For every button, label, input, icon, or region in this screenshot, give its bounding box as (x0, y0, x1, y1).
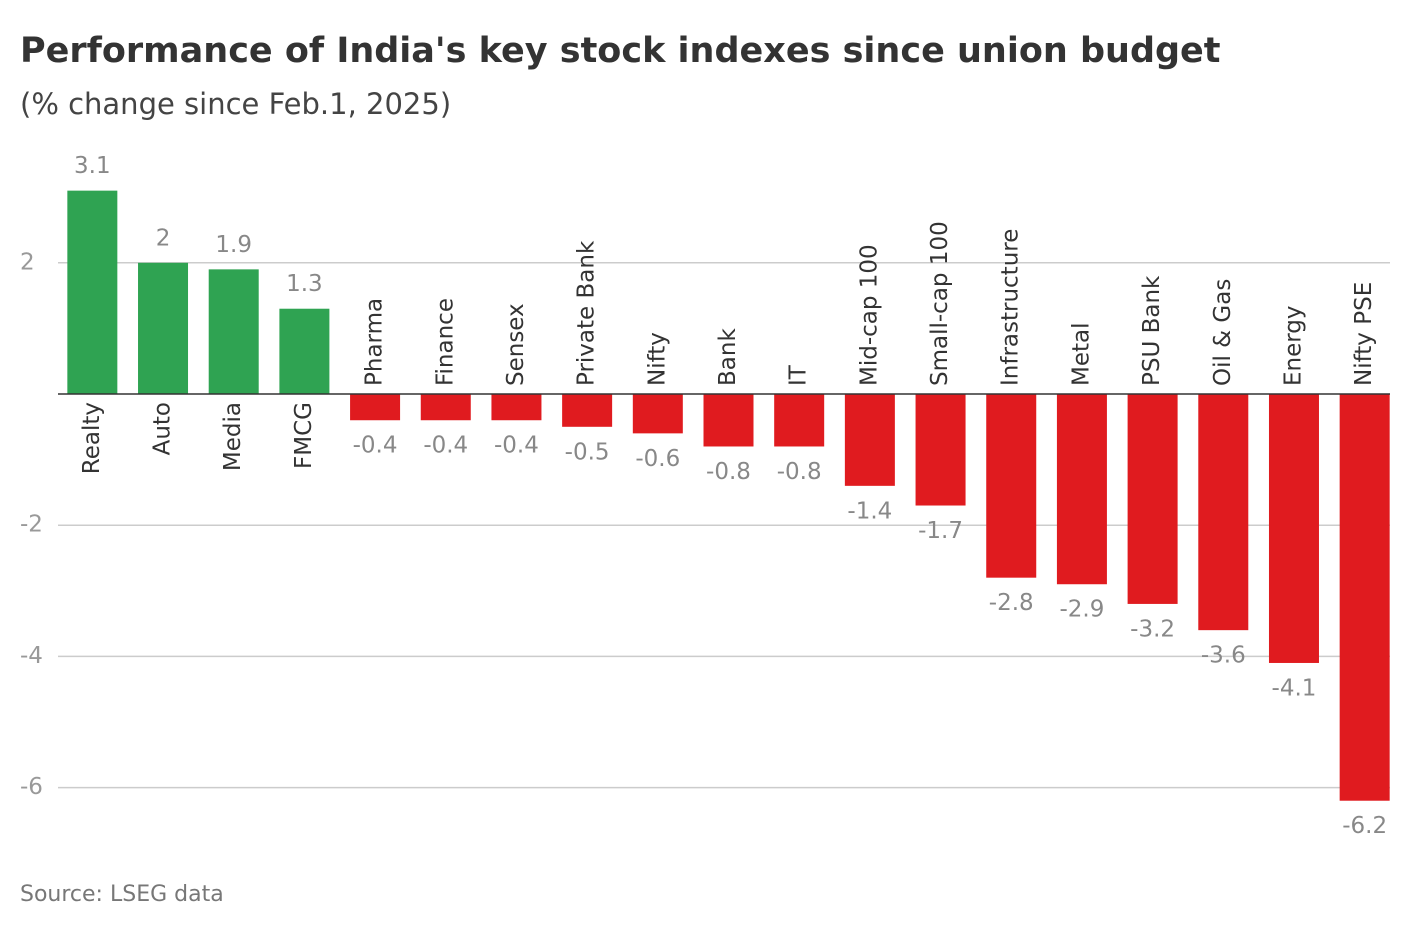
x-tick-label: IT (786, 364, 812, 386)
bar (67, 190, 118, 394)
bar (1056, 394, 1107, 585)
bar (1339, 394, 1390, 801)
bar (703, 394, 754, 447)
bar (279, 308, 330, 394)
bar (1198, 394, 1249, 631)
y-tick-label: -2 (20, 512, 43, 538)
bar (1127, 394, 1178, 604)
bar (632, 394, 683, 434)
x-tick-label: Private Bank (574, 240, 600, 386)
y-tick-label: 2 (20, 249, 35, 275)
x-tick-label: Realty (79, 402, 105, 474)
x-tick-label: Oil & Gas (1210, 279, 1236, 386)
x-tick-label: Auto (150, 402, 176, 455)
x-tick-label: Small-cap 100 (927, 221, 953, 386)
value-label: -4.1 (1272, 675, 1317, 701)
x-tick-label: PSU Bank (1139, 275, 1165, 386)
x-tick-label: FMCG (291, 402, 317, 469)
bar (844, 394, 895, 486)
x-tick-label: Media (220, 402, 246, 471)
x-tick-label: Sensex (503, 303, 529, 386)
x-tick-label: Bank (715, 328, 741, 386)
bar (986, 394, 1037, 578)
value-label: -0.4 (423, 433, 468, 459)
x-tick-label: Nifty PSE (1351, 282, 1377, 386)
value-label: -2.9 (1059, 597, 1104, 623)
bar (915, 394, 966, 506)
x-tick-label: Infrastructure (998, 229, 1024, 386)
value-label: -0.8 (706, 459, 751, 485)
value-label: -3.2 (1130, 616, 1175, 642)
value-label: 3.1 (74, 153, 111, 179)
value-label: -0.6 (635, 446, 680, 472)
x-tick-label: Pharma (362, 298, 388, 386)
value-label: 2 (156, 225, 171, 251)
value-label: -0.8 (777, 459, 822, 485)
value-label: -0.4 (353, 433, 398, 459)
x-tick-label: Energy (1280, 305, 1306, 386)
bar (208, 269, 259, 394)
y-tick-label: -4 (20, 643, 43, 669)
source-note: Source: LSEG data (20, 882, 224, 907)
bar (350, 394, 401, 421)
bar (420, 394, 471, 421)
bar (562, 394, 613, 427)
value-label: -1.7 (918, 518, 963, 544)
x-tick-label: Mid-cap 100 (856, 244, 882, 386)
value-label: -6.2 (1342, 813, 1387, 839)
bar (774, 394, 825, 447)
y-tick-label: -6 (20, 774, 43, 800)
value-label: 1.3 (286, 271, 323, 297)
bar (138, 262, 189, 394)
x-tick-label: Nifty (644, 332, 670, 386)
value-label: -2.8 (989, 590, 1034, 616)
value-label: -1.4 (847, 498, 892, 524)
value-label: -0.5 (565, 439, 610, 465)
x-tick-label: Finance (432, 298, 458, 386)
value-label: 1.9 (215, 232, 252, 258)
chart-title: Performance of India's key stock indexes… (20, 31, 1221, 71)
bar (491, 394, 542, 421)
chart-subtitle: (% change since Feb.1, 2025) (20, 87, 451, 121)
x-tick-label: Metal (1068, 323, 1094, 387)
value-label: -0.4 (494, 433, 539, 459)
bar (1268, 394, 1319, 663)
value-label: -3.6 (1201, 643, 1246, 669)
